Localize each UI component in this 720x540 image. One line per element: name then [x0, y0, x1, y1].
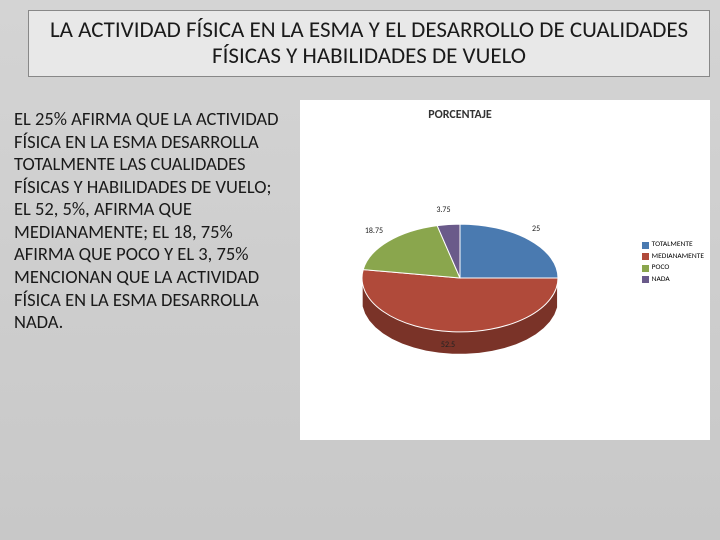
- pie-container: 25 52.5 18.75 3.75: [350, 160, 570, 380]
- legend-swatch: [642, 265, 649, 272]
- pie-data-label: 3.75: [436, 205, 450, 215]
- pie-slice: [460, 224, 558, 278]
- pie-data-label: 52.5: [441, 340, 455, 350]
- chart-title: PORCENTAJE: [300, 108, 620, 122]
- chart-legend: TOTALMENTEMEDIANAMENTEPOCONADA: [642, 240, 704, 286]
- legend-label: POCO: [652, 263, 670, 274]
- legend-item: MEDIANAMENTE: [642, 252, 704, 263]
- legend-swatch: [642, 253, 649, 260]
- legend-swatch: [642, 276, 649, 283]
- legend-item: POCO: [642, 263, 704, 274]
- pie-svg: [350, 160, 570, 380]
- legend-item: NADA: [642, 275, 704, 286]
- pie-data-label: 18.75: [365, 226, 383, 236]
- legend-label: TOTALMENTE: [652, 240, 693, 251]
- legend-item: TOTALMENTE: [642, 240, 704, 251]
- legend-label: NADA: [652, 275, 670, 286]
- legend-swatch: [642, 242, 649, 249]
- legend-label: MEDIANAMENTE: [652, 252, 704, 263]
- pie-data-label: 25: [532, 224, 540, 234]
- body-paragraph: EL 25% AFIRMA QUE LA ACTIVIDAD FÍSICA EN…: [14, 108, 292, 334]
- slide-title: LA ACTIVIDAD FÍSICA EN LA ESMA Y EL DESA…: [28, 10, 710, 77]
- pie-chart: PORCENTAJE 25 52.5 18.75 3.75 TOTALMENTEMED…: [300, 100, 710, 440]
